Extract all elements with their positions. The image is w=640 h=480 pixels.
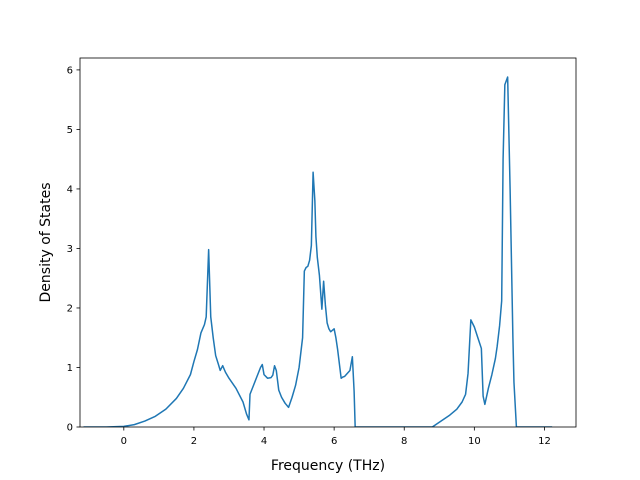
y-tick-label: 4 [67, 184, 73, 195]
y-axis-ticks: 0 1 2 3 4 5 6 [67, 65, 80, 434]
x-tick-label: 0 [121, 436, 127, 447]
x-tick-label: 10 [468, 436, 481, 447]
y-tick-label: 2 [67, 303, 73, 314]
y-tick-label: 6 [67, 65, 73, 76]
x-tick-label: 6 [331, 436, 337, 447]
x-axis-label: Frequency (THz) [271, 458, 385, 474]
x-tick-label: 2 [191, 436, 197, 447]
x-axis-ticks: 0 2 4 6 8 10 12 [121, 427, 551, 447]
x-tick-label: 8 [401, 436, 407, 447]
y-tick-label: 5 [67, 125, 73, 136]
y-tick-label: 1 [67, 363, 73, 374]
y-axis-label: Density of States [38, 183, 54, 303]
y-tick-label: 0 [67, 423, 73, 434]
x-tick-label: 4 [261, 436, 267, 447]
plot-frame [79, 57, 577, 428]
x-tick-label: 12 [538, 436, 551, 447]
y-tick-label: 3 [67, 244, 73, 255]
dos-series-line [83, 76, 553, 427]
